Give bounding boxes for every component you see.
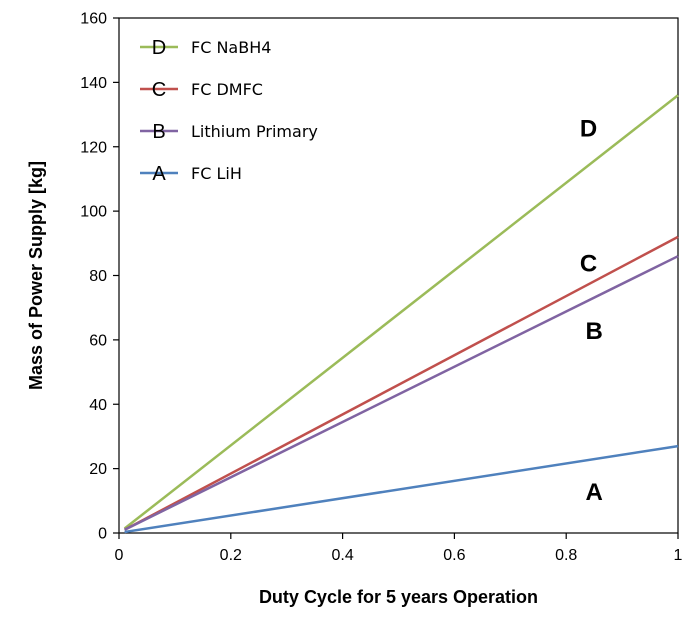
x-tick-label: 0.4 xyxy=(331,547,353,564)
legend-entry-d: D FC NaBH4 xyxy=(140,37,271,59)
legend-entry-c: C FC DMFC xyxy=(140,79,263,101)
series-label-b: B xyxy=(585,318,602,345)
y-tick-label: 100 xyxy=(80,204,107,221)
series-label-layer: D C B A xyxy=(580,115,603,506)
y-tick-label: 120 xyxy=(80,139,107,156)
x-tick-label: 0.6 xyxy=(443,547,465,564)
legend-label: Lithium Primary xyxy=(191,122,318,141)
series-label-c: C xyxy=(580,251,597,278)
series-line-d xyxy=(123,94,679,530)
y-tick-label: 140 xyxy=(80,75,107,92)
x-axis-title: Duty Cycle for 5 years Operation xyxy=(259,587,538,607)
legend-entry-b: B Lithium Primary xyxy=(140,121,318,143)
legend-label: FC NaBH4 xyxy=(191,38,271,57)
y-tick-label: 60 xyxy=(89,332,107,349)
x-tick-label: 0.2 xyxy=(220,547,242,564)
y-tick-label: 20 xyxy=(89,461,107,478)
y-tick-label: 160 xyxy=(80,11,107,28)
legend-marker: A xyxy=(152,163,166,185)
series-layer xyxy=(123,94,679,534)
plot-area: 0 20 40 60 80 100 120 140 160 0 0.2 0.4 0.6 0.8 1 xyxy=(80,11,682,565)
legend-marker: C xyxy=(152,79,166,101)
legend-marker: B xyxy=(152,121,165,143)
y-tick-label: 80 xyxy=(89,268,107,285)
legend-label: FC LiH xyxy=(191,164,242,183)
legend-label: FC DMFC xyxy=(191,80,263,99)
y-tick-label: 0 xyxy=(98,526,107,543)
series-line-b xyxy=(124,255,679,531)
series-label-a: A xyxy=(585,479,602,506)
series-label-d: D xyxy=(580,115,597,142)
series-line-c xyxy=(124,235,679,531)
y-tick-label: 40 xyxy=(89,397,107,414)
legend-marker: D xyxy=(152,37,166,59)
legend: D FC NaBH4 C FC DMFC B Lithium Primary A FC LiH xyxy=(140,37,318,185)
x-tick-label: 1 xyxy=(674,547,683,564)
legend-entry-a: A FC LiH xyxy=(140,163,242,185)
x-tick-label: 0 xyxy=(115,547,124,564)
y-axis-title: Mass of Power Supply [kg] xyxy=(26,161,46,390)
x-tick-label: 0.8 xyxy=(555,547,577,564)
series-line-a xyxy=(124,444,679,534)
